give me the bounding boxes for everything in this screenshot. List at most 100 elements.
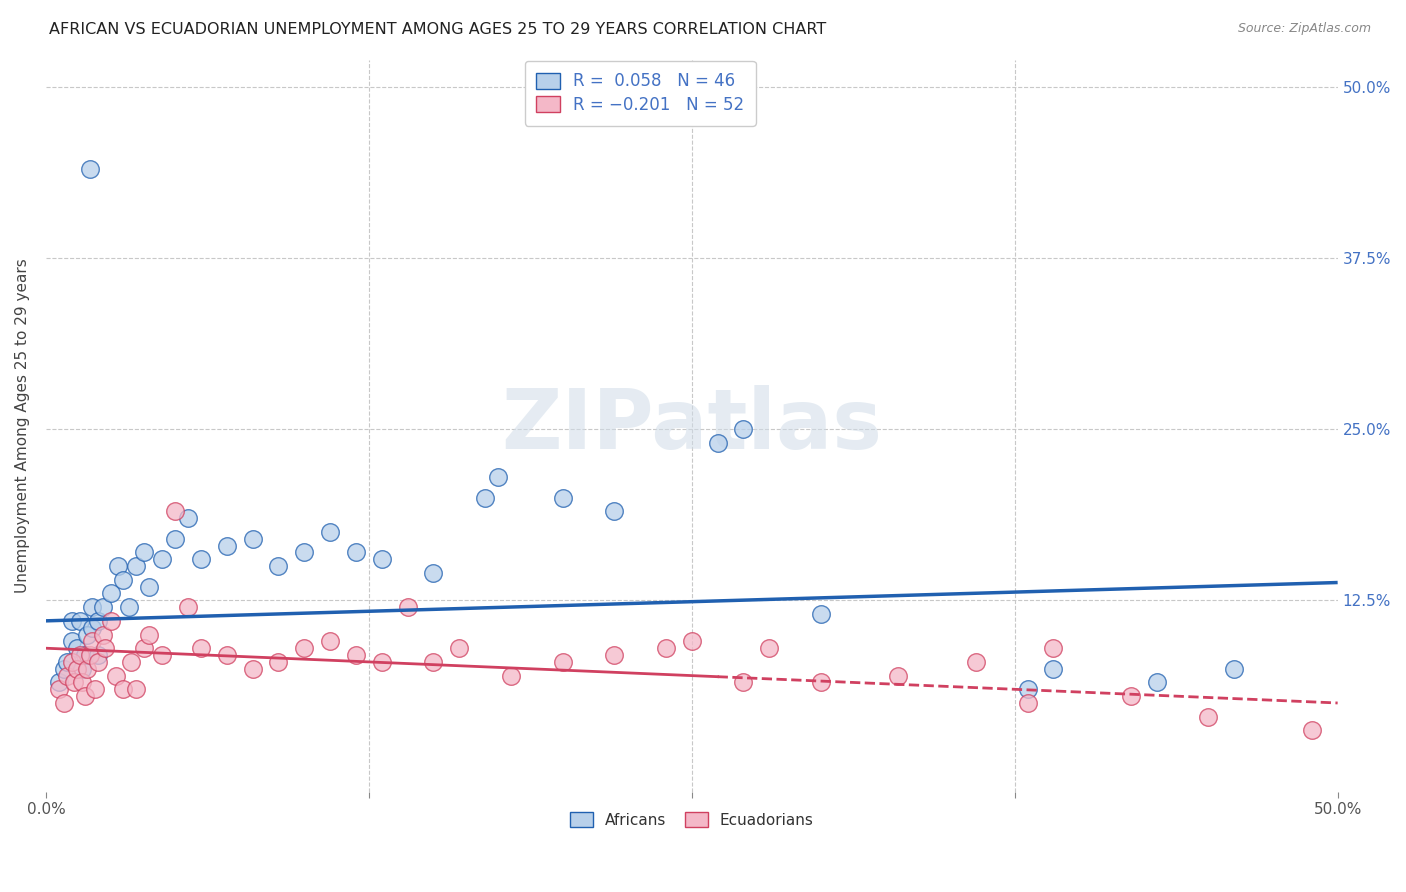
Point <box>150 552 173 566</box>
Point <box>112 573 135 587</box>
Point <box>1146 675 1168 690</box>
Point <box>242 662 264 676</box>
Point <box>733 422 755 436</box>
Point <box>91 627 114 641</box>
Point <box>60 634 83 648</box>
Point <box>371 552 394 566</box>
Point <box>1119 689 1142 703</box>
Point <box>100 586 122 600</box>
Point <box>190 552 212 566</box>
Point <box>112 682 135 697</box>
Point <box>242 532 264 546</box>
Point <box>60 614 83 628</box>
Point <box>138 627 160 641</box>
Point <box>82 621 104 635</box>
Point <box>1017 682 1039 697</box>
Point <box>79 162 101 177</box>
Point <box>449 641 471 656</box>
Point <box>82 634 104 648</box>
Point <box>655 641 678 656</box>
Point <box>551 491 574 505</box>
Point <box>551 655 574 669</box>
Point <box>53 696 76 710</box>
Point <box>107 559 129 574</box>
Point <box>86 614 108 628</box>
Point <box>48 675 70 690</box>
Point <box>165 532 187 546</box>
Point <box>79 648 101 662</box>
Point <box>292 545 315 559</box>
Text: ZIPatlas: ZIPatlas <box>502 385 883 467</box>
Point <box>1042 662 1064 676</box>
Point <box>73 689 96 703</box>
Point <box>371 655 394 669</box>
Point <box>69 648 91 662</box>
Point <box>73 648 96 662</box>
Point <box>66 641 89 656</box>
Point <box>1198 709 1220 723</box>
Point <box>177 511 200 525</box>
Point <box>681 634 703 648</box>
Point <box>422 566 444 580</box>
Point <box>603 648 626 662</box>
Point <box>48 682 70 697</box>
Point <box>134 545 156 559</box>
Y-axis label: Unemployment Among Ages 25 to 29 years: Unemployment Among Ages 25 to 29 years <box>15 259 30 593</box>
Point <box>100 614 122 628</box>
Point <box>319 524 342 539</box>
Point <box>120 655 142 669</box>
Point <box>125 682 148 697</box>
Point <box>706 436 728 450</box>
Point <box>190 641 212 656</box>
Point <box>965 655 987 669</box>
Point <box>887 668 910 682</box>
Point <box>474 491 496 505</box>
Point <box>84 682 107 697</box>
Point <box>125 559 148 574</box>
Point <box>150 648 173 662</box>
Point <box>104 668 127 682</box>
Point <box>69 614 91 628</box>
Point <box>810 607 832 621</box>
Point <box>55 668 77 682</box>
Legend: Africans, Ecuadorians: Africans, Ecuadorians <box>562 805 821 836</box>
Point <box>86 648 108 662</box>
Point <box>267 559 290 574</box>
Text: AFRICAN VS ECUADORIAN UNEMPLOYMENT AMONG AGES 25 TO 29 YEARS CORRELATION CHART: AFRICAN VS ECUADORIAN UNEMPLOYMENT AMONG… <box>49 22 827 37</box>
Point <box>86 655 108 669</box>
Point <box>70 675 93 690</box>
Point <box>344 648 367 662</box>
Point <box>758 641 780 656</box>
Point <box>1223 662 1246 676</box>
Point <box>91 600 114 615</box>
Point <box>60 655 83 669</box>
Point <box>76 662 98 676</box>
Point <box>486 470 509 484</box>
Point <box>134 641 156 656</box>
Point <box>215 648 238 662</box>
Point <box>292 641 315 656</box>
Point <box>422 655 444 669</box>
Point <box>94 641 117 656</box>
Point <box>63 675 86 690</box>
Point <box>70 662 93 676</box>
Point <box>499 668 522 682</box>
Point <box>603 504 626 518</box>
Point <box>1301 723 1323 738</box>
Point <box>138 580 160 594</box>
Point <box>319 634 342 648</box>
Text: Source: ZipAtlas.com: Source: ZipAtlas.com <box>1237 22 1371 36</box>
Point <box>82 600 104 615</box>
Point <box>165 504 187 518</box>
Point <box>810 675 832 690</box>
Point <box>177 600 200 615</box>
Point <box>53 662 76 676</box>
Point <box>396 600 419 615</box>
Point <box>733 675 755 690</box>
Point <box>66 662 89 676</box>
Point <box>76 627 98 641</box>
Point <box>1042 641 1064 656</box>
Point <box>267 655 290 669</box>
Point <box>344 545 367 559</box>
Point <box>1017 696 1039 710</box>
